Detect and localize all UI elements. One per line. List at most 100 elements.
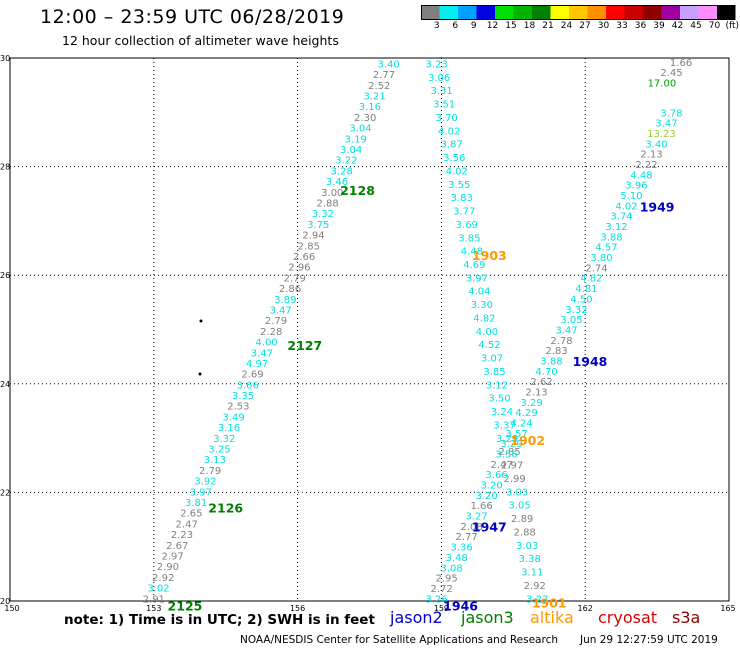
color-swatch xyxy=(458,5,477,20)
wave-height-value: 2.97 xyxy=(161,551,183,562)
wave-height-value: 3.27 xyxy=(465,512,487,523)
wave-height-value: 4.70 xyxy=(535,367,557,378)
island-marker xyxy=(198,372,202,376)
wave-height-value: 2.96 xyxy=(288,263,310,274)
wave-height-value: 3.75 xyxy=(307,220,329,231)
wave-height-value: 4.00 xyxy=(255,338,277,349)
color-swatch xyxy=(439,5,458,20)
color-scale-label: 15 xyxy=(505,21,517,31)
wave-height-value: 3.16 xyxy=(359,102,381,113)
wave-height-value: 4.00 xyxy=(476,327,498,338)
y-tick-label: 30 xyxy=(0,54,10,63)
wave-height-value: 3.56 xyxy=(495,450,517,461)
wave-height-value: 3.31 xyxy=(431,86,453,97)
pass-number-label: 2126 xyxy=(208,501,243,516)
color-scale-label: 18 xyxy=(523,21,536,31)
wave-height-value: 2.95 xyxy=(435,574,457,585)
wave-height-value: 2.47 xyxy=(490,460,512,471)
wave-height-value: 3.13 xyxy=(204,455,226,466)
pass-number-label: 2125 xyxy=(168,598,203,613)
x-tick-label: 153 xyxy=(146,604,161,613)
y-tick-label: 20 xyxy=(0,597,10,606)
wave-height-value: 4.04 xyxy=(468,287,490,298)
pass-number-label: 1903 xyxy=(472,248,507,263)
wave-height-value: 2.90 xyxy=(157,562,179,573)
mission-label-cryosat: cryosat xyxy=(598,608,658,627)
wave-height-value: 3.74 xyxy=(610,212,632,223)
color-swatch xyxy=(550,5,569,20)
color-swatch xyxy=(717,5,736,20)
color-swatch xyxy=(606,5,625,20)
wave-height-value: 2.94 xyxy=(302,231,324,242)
wave-height-value: 3.87 xyxy=(441,140,463,151)
wave-height-value: 2.62 xyxy=(530,377,552,388)
wave-height-value: 3.97 xyxy=(466,273,488,284)
wave-height-value: 4.82 xyxy=(580,274,602,285)
wave-height-value: 3.32 xyxy=(312,209,334,220)
wave-height-value: 1.66 xyxy=(670,58,692,69)
wave-height-value: 2.72 xyxy=(430,584,452,595)
wave-height-value: 4.29 xyxy=(515,408,537,419)
mission-label-altika: altika xyxy=(530,608,574,627)
wave-height-value: 4.81 xyxy=(575,284,597,295)
wave-height-value: 3.96 xyxy=(625,181,647,192)
color-scale-label: 3 xyxy=(433,21,440,31)
wave-height-value: 3.02 xyxy=(147,584,169,595)
wave-height-value: 3.03 xyxy=(506,487,528,498)
color-scale-label: 30 xyxy=(597,21,610,31)
map-frame xyxy=(9,57,730,602)
wave-height-value: 3.40 xyxy=(378,59,400,70)
wave-height-value: 2.66 xyxy=(293,252,315,263)
wave-height-value: 3.03 xyxy=(516,541,538,552)
color-scale-label: 42 xyxy=(671,21,684,31)
mission-label-jason2: jason2 xyxy=(390,608,443,627)
color-swatch xyxy=(495,5,514,20)
pass-number-label: 1947 xyxy=(472,520,507,535)
wave-height-value: 2.79 xyxy=(284,273,306,284)
wave-height-value: 4.97 xyxy=(246,359,268,370)
pass-number-label: 1948 xyxy=(573,354,608,369)
color-scale-unit: (ft) xyxy=(725,21,740,31)
wave-height-value: 3.92 xyxy=(194,477,216,488)
wave-height-value: 3.88 xyxy=(540,356,562,367)
wave-height-value: 3.37 xyxy=(493,420,515,431)
wave-height-value: 2.86 xyxy=(279,284,301,295)
wave-height-value: 3.36 xyxy=(450,543,472,554)
wave-height-value: 3.26 xyxy=(425,594,447,605)
wave-height-value: 2.08 xyxy=(460,522,482,533)
wave-height-value: 3.97 xyxy=(190,487,212,498)
wave-height-value: 3.35 xyxy=(232,391,254,402)
wave-height-value: 3.19 xyxy=(345,134,367,145)
wave-height-value: 2.69 xyxy=(241,370,263,381)
wave-height-value: 3.05 xyxy=(560,315,582,326)
wave-height-value: 3.22 xyxy=(335,156,357,167)
pass-number-label: 1949 xyxy=(640,199,675,214)
wave-height-value: 3.40 xyxy=(645,139,667,150)
wave-height-value: 4.02 xyxy=(615,201,637,212)
color-swatch xyxy=(587,5,606,20)
wave-height-value: 3.69 xyxy=(456,220,478,231)
x-tick-label: 156 xyxy=(290,604,305,613)
wave-height-value: 2.47 xyxy=(176,519,198,530)
wave-height-value: 3.70 xyxy=(436,113,458,124)
x-tick-label: 162 xyxy=(578,604,593,613)
x-tick-label: 159 xyxy=(434,604,449,613)
color-scale-label: 21 xyxy=(542,21,554,31)
color-scale-label: 24 xyxy=(560,21,573,31)
wave-height-value: 3.83 xyxy=(451,193,473,204)
wave-height-value: 3.47 xyxy=(655,119,677,130)
color-swatch xyxy=(643,5,662,20)
color-swatch xyxy=(569,5,588,20)
wave-height-value: 3.88 xyxy=(600,232,622,243)
wave-height-value: 4.52 xyxy=(478,340,500,351)
color-swatch xyxy=(421,5,440,20)
wave-height-value: 4.69 xyxy=(463,260,485,271)
wave-height-value: 3.29 xyxy=(520,398,542,409)
x-tick-label: 165 xyxy=(720,604,735,613)
footer-note: note: 1) Time is in UTC; 2) SWH is in fe… xyxy=(64,612,375,628)
wave-height-value: 4.48 xyxy=(630,170,652,181)
wave-height-value: 3.29 xyxy=(500,439,522,450)
wave-height-value: 3.11 xyxy=(521,568,543,579)
wave-height-value: 2.53 xyxy=(227,402,249,413)
